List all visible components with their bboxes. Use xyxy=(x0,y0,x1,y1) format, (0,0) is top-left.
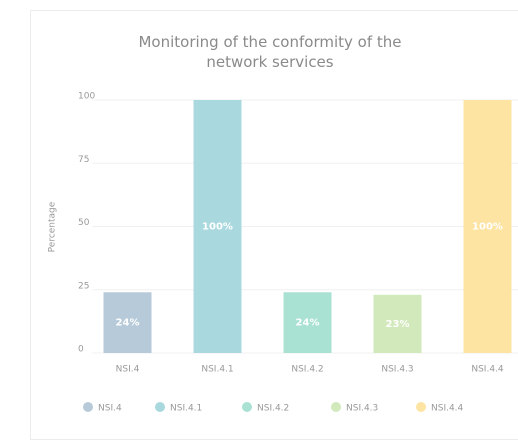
data-label: 23% xyxy=(386,319,410,330)
bar xyxy=(193,100,242,353)
legend-label: NSI.4 xyxy=(98,404,122,414)
x-tick-label: NSI.4.3 xyxy=(381,365,413,375)
legend-label: NSI.4.4 xyxy=(431,404,464,414)
x-tick-label: NSI.4.2 xyxy=(291,365,323,375)
legend-label: NSI.4.1 xyxy=(170,404,202,414)
data-label: 24% xyxy=(296,318,320,329)
bar xyxy=(283,292,332,353)
chart-title: Monitoring of the conformity of the netw… xyxy=(138,33,402,71)
legend-swatch xyxy=(155,402,165,412)
bar xyxy=(103,292,152,353)
data-label: 100% xyxy=(202,222,233,233)
y-tick-label: 100 xyxy=(78,92,95,102)
x-tick-label: NSI.4.4 xyxy=(471,365,504,375)
legend-label: NSI.4.3 xyxy=(346,404,378,414)
legend-swatch xyxy=(242,402,252,412)
data-label: 100% xyxy=(472,222,503,233)
legend-swatch xyxy=(331,402,341,412)
data-label: 24% xyxy=(116,318,140,329)
x-tick-label: NSI.4 xyxy=(116,365,140,375)
y-tick-label: 50 xyxy=(78,218,90,228)
bar xyxy=(463,100,512,353)
y-tick-label: 0 xyxy=(78,345,84,355)
x-tick-label: NSI.4.1 xyxy=(201,365,233,375)
legend-label: NSI.4.2 xyxy=(257,404,289,414)
y-axis-label: Percentage xyxy=(48,201,58,252)
bar xyxy=(373,294,422,353)
card-border xyxy=(30,10,518,440)
y-tick-label: 75 xyxy=(78,155,89,165)
legend-swatch xyxy=(416,402,426,412)
y-tick-label: 25 xyxy=(78,281,89,291)
legend-swatch xyxy=(83,402,93,412)
